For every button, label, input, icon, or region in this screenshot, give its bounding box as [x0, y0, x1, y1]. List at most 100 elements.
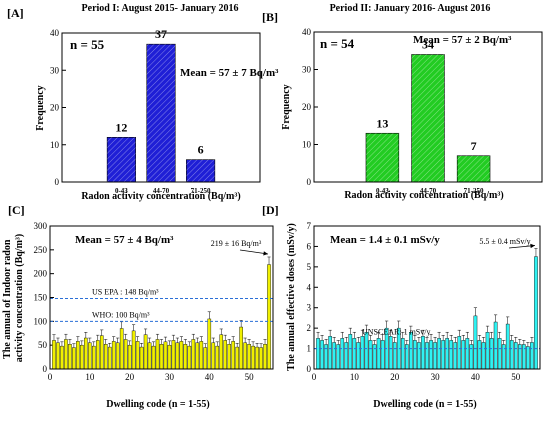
panel-c-bar-4: [68, 344, 72, 370]
panel-a-xlabel: Radon activity concentration (Bq/m³): [81, 191, 240, 202]
panel-d-ytick-label-0: 0: [307, 364, 312, 374]
panel-c-bar-15: [111, 341, 116, 370]
panel-d-bar-24: [413, 340, 417, 370]
panel-a-ytick-label-4: 40: [50, 28, 60, 38]
panel-d-ytick-label-1: 1: [307, 344, 312, 354]
panel-c-bar-3: [64, 339, 68, 370]
panel-b-ytick-label-2: 20: [302, 102, 312, 112]
panel-a-title: Period I: August 2015- January 2016: [82, 3, 239, 14]
panel-c-bar-32: [179, 341, 184, 370]
panel-d-bar-36: [461, 340, 466, 370]
panel-c-bar-5: [72, 347, 76, 370]
panel-d-bar-11: [360, 336, 365, 370]
panel-c-bar-39: [207, 318, 212, 370]
panel-c-xtick-label-5: 50: [245, 372, 255, 382]
panel-c-xtick-label-1: 10: [85, 372, 95, 382]
panel-d-axes-frame: [313, 225, 541, 370]
panel-a-ytick-label-2: 20: [50, 103, 60, 113]
panel-d-ytick-label-3: 3: [307, 303, 312, 313]
panel-c-reference-label-1: WHO: 100 Bq/m³: [92, 310, 150, 319]
panel-c-bar-28: [163, 341, 168, 370]
panel-d-bar-8: [348, 334, 353, 370]
panel-d-bar-41: [481, 342, 486, 370]
panel-c-annotation-label: 219 ± 16 Bq/m³: [211, 239, 262, 248]
panel-d-bar-30: [437, 338, 441, 370]
panel-d-xtick-label-3: 30: [431, 372, 441, 382]
panel-d-annotation-label: 5.5 ± 0.4 mSv/y: [479, 237, 530, 246]
panel-a-xtick-label-0: 0-43: [115, 187, 128, 195]
panel-d-bar-53: [530, 342, 534, 370]
panel-d-bar-44: [493, 321, 498, 370]
panel-d-reference-lines: UNSCEAR: 1 mSv/y: [314, 328, 540, 350]
panel-c-bar-20: [131, 330, 136, 370]
panel-d-bar-32: [445, 338, 449, 370]
panel-b-ytick-label-3: 30: [302, 65, 312, 75]
panel-c-bar-24: [147, 342, 152, 370]
panel-c-bar-10: [92, 345, 96, 370]
panel-c-ytick-label-1: 50: [38, 340, 48, 350]
panel-d-ytick-label-5: 5: [307, 262, 312, 272]
panel-c-bar-53: [263, 344, 267, 370]
panel-a-xtick-label-2: 71-250: [191, 187, 211, 195]
panel-a-ytick-label-3: 30: [50, 65, 60, 75]
panel-c-reference-label-0: US EPA : 148 Bq/m³: [92, 287, 159, 296]
panel-c-xtick-label-4: 40: [205, 372, 215, 382]
panel-b-bar-label-0: 13: [376, 116, 388, 130]
panel-c-bar-48: [243, 342, 247, 370]
panel-c-bar-33: [183, 344, 188, 370]
panel-c-bar-22: [139, 346, 144, 370]
panel-b-bar-hatch-1: [411, 54, 445, 182]
panel-d-bar-29: [433, 342, 437, 370]
panel-c-annotation-arrow: [239, 249, 269, 255]
panel-b-ytick-label-4: 40: [302, 27, 312, 37]
panel-c-ytick-label-3: 150: [34, 293, 48, 303]
panel-c-bar-41: [215, 345, 220, 370]
panel-a-bar-labels: 12 37 6: [115, 27, 203, 156]
panel-a-ytick-label-0: 0: [55, 177, 60, 187]
panel-d-annotation-arrowhead: [530, 243, 535, 249]
panel-c-ylabel-line-1: The annual of Indoor radon: [2, 239, 13, 359]
panel-d-bar-18: [388, 336, 393, 370]
panel-d-bar-27: [425, 342, 429, 370]
panel-c-bar-21: [135, 341, 140, 370]
panel-d-bar-49: [513, 342, 518, 370]
panel-c-letter: [C]: [8, 203, 25, 217]
panel-b-bar-label-2: 7: [471, 139, 477, 153]
panel-c-bar-6: [76, 341, 80, 370]
panel-c-bar-44: [227, 344, 231, 370]
panel-d-mean-label: Mean = 1.4 ± 0.1 mSv/y: [330, 234, 440, 246]
panel-d-bar-7: [344, 342, 349, 370]
panel-c-bar-31: [175, 342, 180, 370]
panel-c-bar-18: [123, 339, 128, 370]
panel-c-bar-0: [52, 340, 56, 370]
panel-d-bar-1: [320, 340, 324, 370]
panel-c-xtick-label-0: 0: [48, 372, 53, 382]
panel-c-bar-40: [211, 342, 216, 370]
panel-d-bar-42: [485, 332, 490, 370]
panel-b-title: Period II: January 2016- August 2016: [330, 3, 491, 14]
panel-c-bar-1: [56, 342, 60, 370]
panel-c-bar-2: [60, 345, 64, 370]
panel-d-bar-15: [376, 338, 381, 370]
panel-c-bar-17: [119, 328, 124, 370]
panel-c-bar-11: [95, 340, 100, 370]
panel-a-bar-label-1: 37: [155, 27, 167, 41]
panel-d-xtick-label-4: 40: [471, 372, 481, 382]
panel-c-bar-35: [191, 339, 196, 370]
panel-a-mean-label: Mean = 57 ± 7 Bq/m³: [180, 67, 279, 79]
panel-b-bar-labels: 13 34 7: [376, 38, 476, 153]
panel-d-xtick-label-0: 0: [312, 372, 317, 382]
panel-d-ytick-label-2: 2: [307, 323, 312, 333]
panel-a-letter: [A]: [7, 6, 24, 20]
panel-b-xtick-label-0: 0-43: [376, 187, 389, 195]
panel-a-bar-label-0: 12: [115, 120, 127, 134]
panel-d-bar-28: [429, 340, 433, 370]
panel-c-bar-52: [259, 347, 263, 370]
panel-d-bar-6: [340, 338, 345, 370]
panel-c-xtick-label-2: 20: [125, 372, 135, 382]
panel-a-xtick-label-1: 44-70: [153, 187, 170, 195]
panel-d-bar-12: [364, 332, 369, 370]
panel-c-bar-49: [247, 344, 251, 370]
panel-a-ylabel: Frequency: [35, 85, 46, 130]
